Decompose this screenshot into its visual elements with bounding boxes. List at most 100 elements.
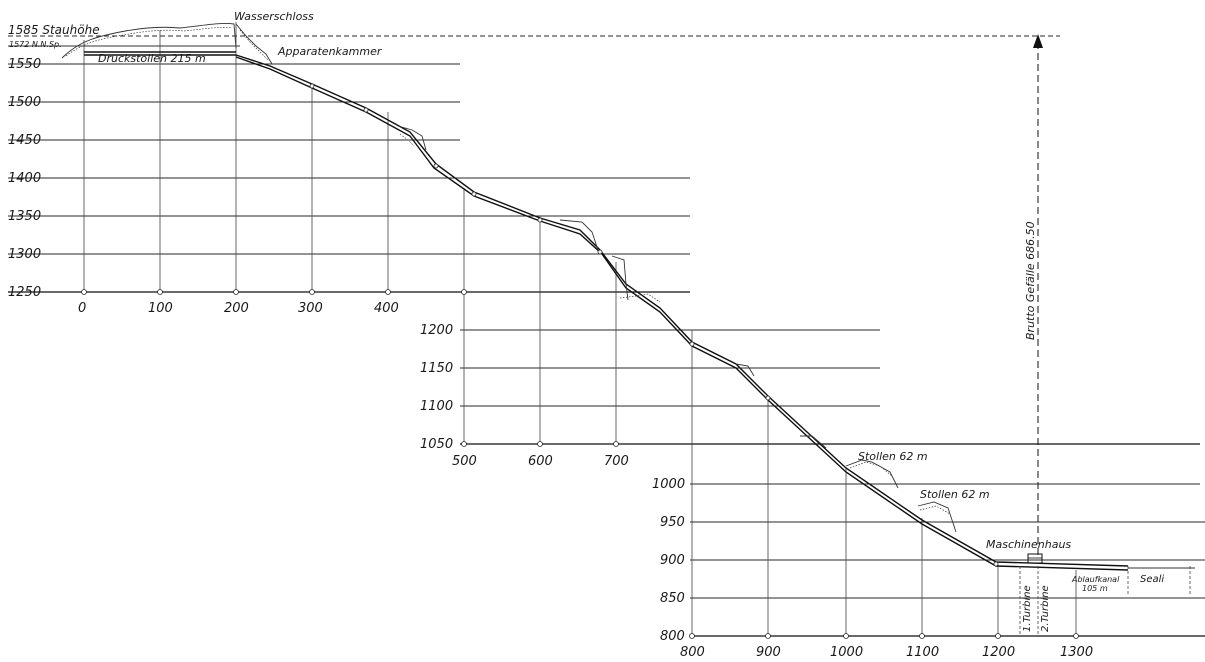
stollen-1-hill	[845, 459, 899, 489]
station-marker	[537, 217, 543, 223]
x-label: 100	[148, 301, 173, 316]
brutto-gefaelle-label: Brutto Gefälle 686.50	[1024, 221, 1037, 340]
y-label: 1050	[420, 437, 453, 452]
penstock-lower-line	[235, 56, 1129, 571]
axis-station-marker	[765, 633, 771, 639]
wasserschloss-label: Wasserschloss	[234, 10, 314, 23]
stollen-2-hill	[917, 501, 957, 533]
station-marker	[597, 249, 603, 255]
station-marker	[471, 191, 477, 197]
apparatenkammer-label: Apparatenkammer	[277, 45, 383, 58]
section-3-grid	[690, 330, 1205, 637]
y-label: 1350	[8, 209, 41, 224]
station-marker	[309, 83, 315, 89]
section-2-grid	[460, 188, 1200, 445]
ablaufkanal-length-label: 105 m	[1082, 584, 1108, 593]
station-marker	[363, 107, 369, 113]
y-label: 800	[660, 629, 685, 644]
seali-label: Seali	[1140, 574, 1164, 585]
station-marker	[993, 561, 999, 567]
terrain-top-hatch	[65, 26, 233, 57]
axis-station-marker	[81, 289, 87, 295]
axis-station-marker	[385, 289, 391, 295]
surge-tank-hill-hatch	[239, 29, 269, 61]
y-label: 1300	[8, 247, 41, 262]
terrain-bump-420-hatch	[399, 133, 415, 147]
axis-station-marker	[233, 289, 239, 295]
section-3-y-labels: 1000 950 900 850 800	[652, 477, 685, 644]
y-label: 950	[660, 515, 685, 530]
terrain-bump-650	[559, 219, 599, 251]
surge-tank-hill	[235, 23, 273, 65]
annotations: 1585 Stauhöhe 1572 N.N.Sp. Wasserschloss…	[8, 10, 1164, 632]
x-label: 1100	[906, 645, 939, 660]
druckstollen-label: Druckstollen 215 m	[98, 52, 206, 65]
station-marker	[689, 341, 695, 347]
terrain-bump-700-hatch	[619, 293, 661, 303]
y-label: 1000	[652, 477, 685, 492]
y-label: 1100	[420, 399, 453, 414]
reservoir-and-surge-tank	[8, 23, 273, 65]
stollen-2-label: Stollen 62 m	[920, 488, 990, 501]
y-label: 1200	[420, 323, 453, 338]
terrain-bump-700	[611, 255, 629, 301]
axis-station-marker	[461, 289, 467, 295]
x-label: 800	[680, 645, 705, 660]
stollen-1-hatch	[849, 461, 893, 477]
turbine-2-label: 2.Turbine	[1040, 585, 1051, 632]
axis-station-marker	[995, 633, 1001, 639]
gross-head-arrow-head	[1033, 34, 1043, 48]
stollen-2-hatch	[919, 505, 951, 515]
y-label: 1250	[8, 285, 41, 300]
x-label: 1200	[982, 645, 1015, 660]
y-label: 850	[660, 591, 685, 606]
axis-station-marker	[689, 633, 695, 639]
axis-station-marker	[461, 441, 467, 447]
y-label: 1450	[8, 133, 41, 148]
x-label: 600	[528, 454, 553, 469]
axis-station-marker	[537, 441, 543, 447]
section-1-grid	[8, 22, 1060, 293]
x-label: 900	[756, 645, 781, 660]
x-label: 1000	[830, 645, 863, 660]
axis-station-marker	[613, 441, 619, 447]
y-label: 1550	[8, 57, 41, 72]
section-3-x-labels: 800 900 1000 1100 1200 1300	[680, 645, 1093, 660]
station-marker	[765, 395, 771, 401]
axis-station-marker	[309, 289, 315, 295]
y-label: 900	[660, 553, 685, 568]
y-label: 1150	[420, 361, 453, 376]
ablaufkanal-label: Ablaufkanal	[1071, 575, 1120, 584]
axis-station-marker	[843, 633, 849, 639]
maschinenhaus-label: Maschinenhaus	[986, 538, 1071, 551]
turbine-1-label: 1.Turbine	[1022, 585, 1033, 632]
station-markers	[81, 83, 1079, 639]
terrain-top	[61, 23, 237, 59]
section-1-x-labels: 0 100 200 300 400	[78, 301, 399, 316]
stauhoehe-label: 1585 Stauhöhe	[8, 23, 100, 37]
y-label: 1500	[8, 95, 41, 110]
powerhouse	[1019, 553, 1195, 636]
station-marker	[433, 163, 439, 169]
section-2-y-labels: 1200 1150 1100 1050	[420, 323, 453, 452]
x-label: 400	[374, 301, 399, 316]
stollen-1-label: Stollen 62 m	[858, 450, 928, 463]
x-label: 1300	[1060, 645, 1093, 660]
x-label: 500	[452, 454, 477, 469]
axis-station-marker	[919, 633, 925, 639]
x-label: 700	[604, 454, 629, 469]
axis-station-marker	[1073, 633, 1079, 639]
terrain-bump-420	[397, 125, 427, 151]
penstock-profile	[235, 54, 1129, 571]
section-1-y-labels: 1550 1500 1450 1400 1350 1300 1250	[8, 57, 41, 300]
y-label: 1400	[8, 171, 41, 186]
x-label: 200	[224, 301, 249, 316]
gross-head-arrow	[1033, 34, 1043, 556]
section-2-x-labels: 500 600 700	[452, 454, 629, 469]
nnsp-label: 1572 N.N.Sp.	[9, 40, 62, 49]
axis-station-marker	[157, 289, 163, 295]
x-label: 300	[298, 301, 323, 316]
terrain-bump-870	[735, 363, 755, 377]
maschinenhaus-building	[1027, 553, 1043, 564]
